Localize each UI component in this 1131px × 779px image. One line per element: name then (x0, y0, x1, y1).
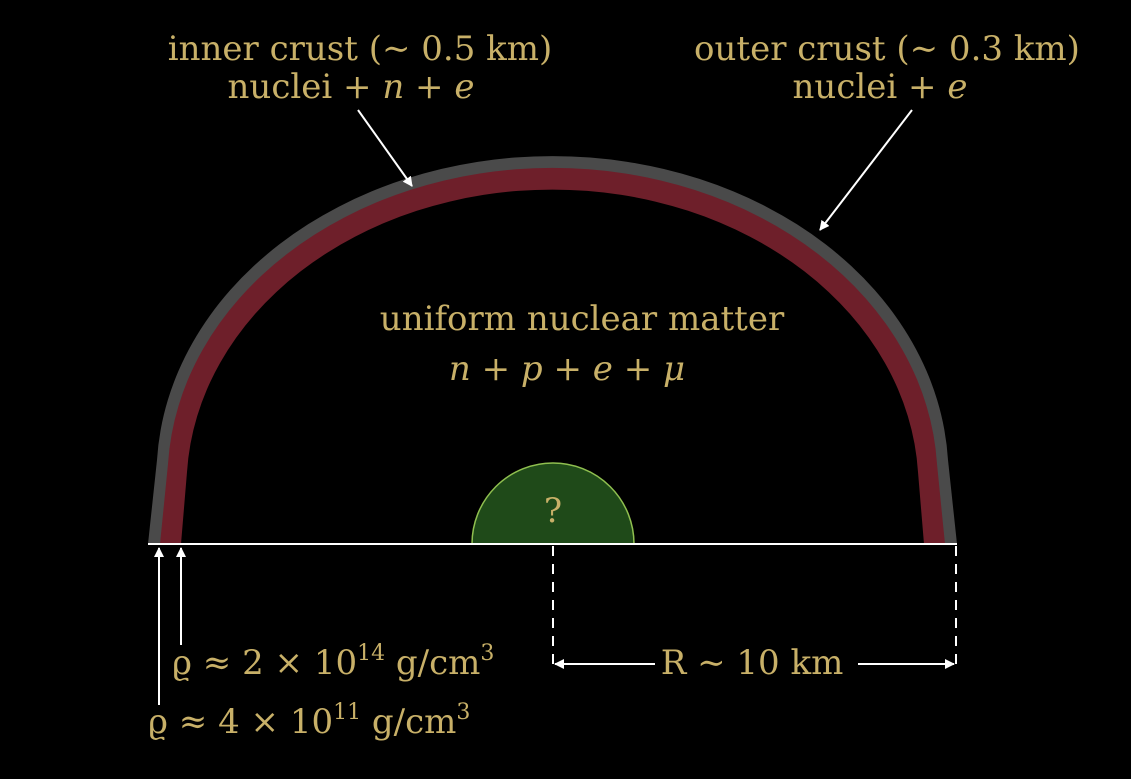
density-inner-exponent: 14 (357, 641, 385, 666)
density-inner-unit-exponent: 3 (480, 641, 494, 666)
outer-crust-pointer (819, 109, 913, 231)
outer-crust-title: outer crust (∼ 0.3 km) (694, 29, 1080, 69)
inner-crust-title: inner crust (∼ 0.5 km) (168, 29, 553, 69)
outer-crust-nuclei: nuclei + (793, 67, 948, 107)
inner-crust-thickness: ∼ 0.5 (382, 29, 475, 69)
outer-crust-title-text: outer crust ( (694, 29, 910, 69)
density-outer-prefix: ϱ ≈ 4 × 10 (148, 702, 333, 742)
density-inner-label: ϱ ≈ 2 × 1014 g/cm3 (172, 641, 494, 683)
interior-title: uniform nuclear matter (380, 299, 785, 339)
inner-crust-unit: km) (475, 29, 552, 69)
interior-composition: n + p + e + μ (449, 349, 685, 389)
outer-crust-particles: e (947, 67, 967, 107)
outer-crust-unit: km) (1003, 29, 1080, 69)
radius-label: R ∼ 10 km (661, 643, 844, 683)
outer-crust-composition: nuclei + e (793, 67, 968, 107)
density-outer-label: ϱ ≈ 4 × 1011 g/cm3 (148, 700, 470, 742)
inner-crust-particles: n + e (382, 67, 474, 107)
density-outer-unit: g/cm (361, 702, 456, 742)
density-inner-unit: g/cm (385, 643, 480, 683)
unknown-core (471, 462, 635, 545)
core-question-mark: ? (544, 491, 562, 531)
inner-crust-nuclei: nuclei + (228, 67, 383, 107)
outer-crust-thickness: ∼ 0.3 (910, 29, 1003, 69)
inner-crust-pointer (357, 109, 413, 187)
interior-region (181, 189, 924, 544)
density-outer-exponent: 11 (333, 700, 361, 725)
inner-crust-composition: nuclei + n + e (228, 67, 475, 107)
density-inner-prefix: ϱ ≈ 2 × 10 (172, 643, 357, 683)
inner-crust-title-text: inner crust ( (168, 29, 382, 69)
density-outer-unit-exponent: 3 (456, 700, 470, 725)
